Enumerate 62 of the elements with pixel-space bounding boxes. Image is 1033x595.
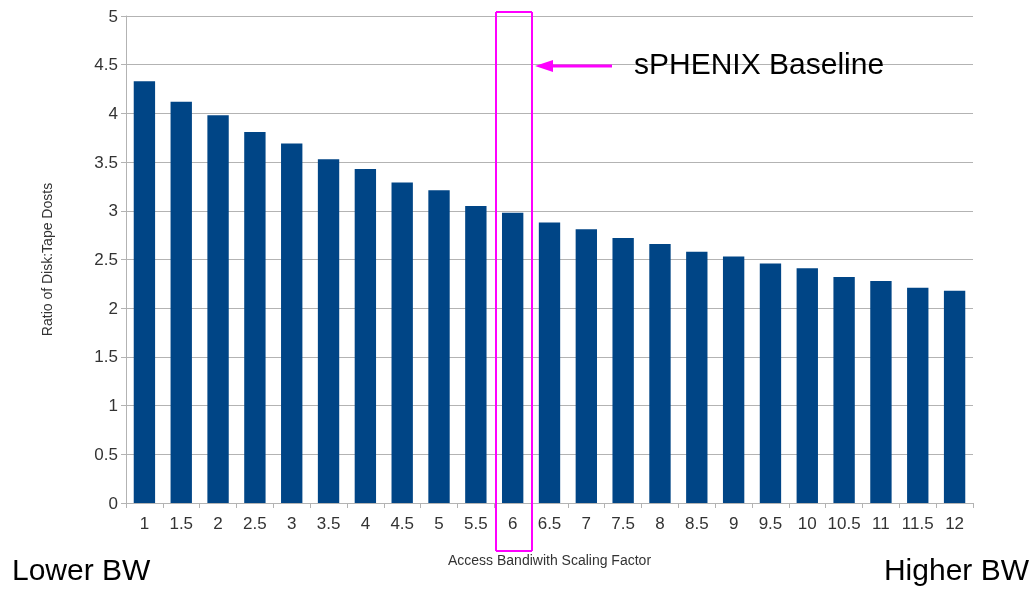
bar	[759, 263, 782, 503]
x-tick-label: 8	[655, 514, 665, 533]
bar	[133, 81, 156, 503]
x-tick-label: 1	[139, 514, 150, 533]
y-tick-label: 4.5	[94, 55, 118, 75]
y-tick-label: 2	[108, 298, 118, 318]
y-tick-label: 2.5	[94, 250, 118, 269]
bar	[538, 222, 561, 503]
bar	[391, 182, 413, 503]
x-tick-label: 12	[945, 514, 965, 533]
x-tick-label: 6.5	[537, 514, 562, 533]
bar	[317, 159, 340, 503]
bar	[943, 290, 966, 503]
x-tick-label: 8.5	[684, 514, 709, 533]
y-tick-label: 3.5	[94, 152, 118, 172]
bar	[796, 268, 818, 503]
y-tick-label: 5	[108, 6, 118, 26]
x-tick-label: 2.5	[243, 514, 267, 533]
x-tick-label: 7	[581, 514, 592, 533]
x-tick-label: 11	[872, 514, 890, 533]
x-tick-label: 10	[797, 514, 817, 533]
x-tick-label: 11.5	[901, 514, 934, 533]
bar	[244, 131, 266, 503]
text: Lower BW	[12, 553, 151, 587]
x-tick-label: 4	[360, 514, 371, 533]
bar	[575, 229, 598, 503]
x-tick-label: 10.5	[827, 514, 861, 533]
bar	[907, 287, 929, 503]
x-tick-label: 1.5	[169, 514, 194, 533]
bar	[612, 238, 634, 503]
x-tick-label: 9	[728, 514, 739, 533]
text: Higher BW	[883, 553, 1029, 587]
x-tick-label: 9.5	[758, 514, 783, 533]
x-tick-label: 2	[213, 514, 223, 533]
bar	[281, 143, 303, 503]
x-tick-label: 3	[286, 514, 297, 533]
bar	[870, 280, 892, 503]
bar	[649, 243, 671, 503]
bar	[170, 101, 192, 503]
x-tick-label: 4.5	[390, 514, 415, 533]
y-tick-label: 1	[108, 396, 118, 416]
y-tick-label: 1.5	[94, 347, 118, 367]
x-axis-title: Access Bandiwith Scaling Factor	[447, 552, 652, 568]
y-tick-label: 3	[108, 201, 118, 221]
y-axis-title: Ratio of Disk:Tape Dosts	[39, 182, 55, 337]
bar	[833, 277, 855, 503]
bar	[465, 205, 487, 503]
bar	[207, 115, 229, 503]
bar	[722, 256, 745, 503]
x-tick-label: 5	[434, 514, 444, 533]
y-tick-label: 4	[108, 103, 118, 123]
x-tick-label: 5.5	[464, 514, 488, 533]
x-tick-label: 7.5	[611, 514, 635, 533]
bar	[686, 251, 708, 503]
x-tick-label: 3.5	[316, 514, 341, 533]
y-tick-label: 0	[108, 493, 118, 513]
bar	[428, 190, 450, 503]
x-tick-label: 6	[507, 514, 518, 533]
bar	[501, 212, 524, 503]
annotation: sPHENIX Baseline	[634, 47, 885, 81]
y-tick-label: 0.5	[94, 444, 118, 464]
bar	[354, 168, 377, 503]
